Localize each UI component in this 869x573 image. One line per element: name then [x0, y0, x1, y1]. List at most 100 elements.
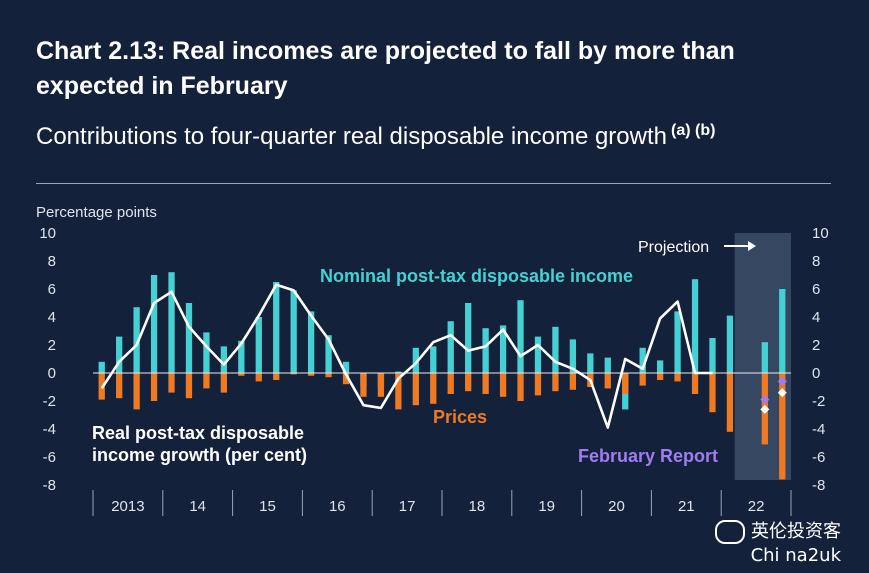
nominal-income-bar [517, 300, 524, 373]
prices-annotation: Prices [433, 407, 487, 427]
prices-bar [116, 373, 123, 399]
nominal-income-bar [273, 282, 280, 373]
nominal-income-bar [447, 321, 454, 373]
nominal-income-bar [465, 303, 472, 373]
y-tick-label-right: 4 [812, 309, 820, 326]
nominal-income-bar [674, 311, 681, 373]
y-tick-label-right: 6 [812, 281, 820, 298]
prices-bar [220, 373, 228, 393]
prices-bar [150, 373, 158, 401]
prices-bar [238, 373, 245, 376]
nominal-income-bar [430, 346, 437, 373]
y-tick-label-right: 8 [812, 253, 820, 270]
nominal-income-bar [761, 342, 768, 373]
nominal-income-bar [656, 360, 664, 373]
nominal-income-bar [534, 336, 542, 373]
prices-bar [342, 373, 350, 385]
prices-bar [465, 373, 472, 392]
y-tick-label-left: 0 [48, 365, 56, 382]
real-income-line [100, 283, 713, 429]
nominal-income-bar [691, 279, 699, 373]
prices-bar [307, 373, 315, 376]
nominal-income-bar [395, 371, 402, 373]
x-tick-label: 2013 [111, 498, 144, 515]
nominal-income-bar [185, 303, 193, 373]
y-tick-label-right: -6 [812, 449, 825, 466]
projection-label: Projection [638, 239, 709, 256]
nominal-income-bar [639, 347, 646, 373]
prices-bar [534, 373, 542, 396]
prices-bar [395, 373, 402, 410]
prices-bar [639, 373, 646, 386]
nominal-income-bar [255, 317, 262, 373]
prices-bar [290, 373, 297, 375]
prices-bar [552, 373, 559, 392]
nominal-income-bar [150, 275, 158, 373]
y-tick-label-right: 10 [812, 225, 829, 242]
nominal-income-bar [726, 315, 734, 373]
nominal-income-bar [587, 353, 594, 373]
x-tick-label: 21 [678, 498, 695, 515]
nominal-income-bar [342, 361, 350, 373]
x-tick-label: 14 [189, 498, 206, 515]
nominal-income-bar [133, 307, 140, 373]
prices-bar [430, 373, 437, 404]
real-income-annotation-line1: Real post-tax disposable [92, 423, 304, 443]
wechat-icon [715, 520, 745, 544]
prices-bar [779, 373, 786, 480]
prices-bar [185, 373, 193, 399]
prices-bar [569, 373, 577, 390]
x-tick-label: 16 [329, 498, 346, 515]
y-tick-label-right: -4 [812, 421, 825, 438]
prices-bar [325, 373, 332, 378]
y-tick-label-right: 0 [812, 365, 820, 382]
title-divider [36, 183, 831, 184]
x-tick-label: 19 [538, 498, 555, 515]
footnote-markers: (a) (b) [671, 122, 716, 139]
nominal-income-bar [116, 336, 123, 373]
y-tick-label-left: 2 [48, 337, 56, 354]
watermark-line1: 英伦投资客 [751, 521, 841, 542]
y-tick-label-left: -2 [43, 393, 56, 410]
prices-bar [203, 373, 210, 389]
subtitle-text: Contributions to four-quarter real dispo… [36, 123, 667, 150]
y-tick-label-left: -4 [43, 421, 56, 438]
watermark-line2: Chi na2uk [750, 545, 841, 566]
prices-bar [674, 373, 681, 382]
nominal-income-bar [220, 346, 228, 373]
nominal-income-bar [569, 339, 577, 373]
february-report-marker [777, 376, 787, 386]
nominal-income-bar [552, 326, 559, 373]
y-tick-label-right: -8 [812, 477, 825, 494]
nominal-income-bar [412, 347, 419, 373]
nominal-income-bar [307, 311, 315, 373]
x-tick-label: 18 [469, 498, 486, 515]
prices-bar [255, 373, 262, 382]
x-tick-label: 15 [259, 498, 276, 515]
x-tick-label: 22 [748, 498, 765, 515]
chart-title: Chart 2.13: Real incomes are projected t… [36, 37, 735, 100]
y-tick-label-left: 10 [39, 225, 56, 242]
nominal-income-bar [98, 361, 105, 373]
prices-bar [133, 373, 140, 410]
prices-bar [656, 373, 664, 380]
projection-marker [760, 404, 770, 414]
y-tick-label-right: 2 [812, 337, 820, 354]
nominal-income-bar [290, 290, 297, 373]
y-tick-label-left: -6 [43, 449, 56, 466]
watermark: 英伦投资客 Chi na2uk [715, 520, 841, 568]
prices-bar [726, 373, 734, 432]
prices-bar [447, 373, 454, 394]
nominal-income-bar [709, 338, 716, 373]
arrow-right-icon [748, 241, 756, 251]
prices-bar [482, 373, 489, 394]
y-axis-label: Percentage points [36, 204, 157, 221]
prices-bar [273, 373, 280, 380]
prices-bar [499, 373, 507, 397]
nominal-income-bar [604, 357, 611, 373]
prices-bar [377, 373, 385, 397]
y-tick-label-left: 4 [48, 309, 56, 326]
nominal-income-bar [325, 335, 332, 373]
prices-bar [412, 373, 419, 406]
